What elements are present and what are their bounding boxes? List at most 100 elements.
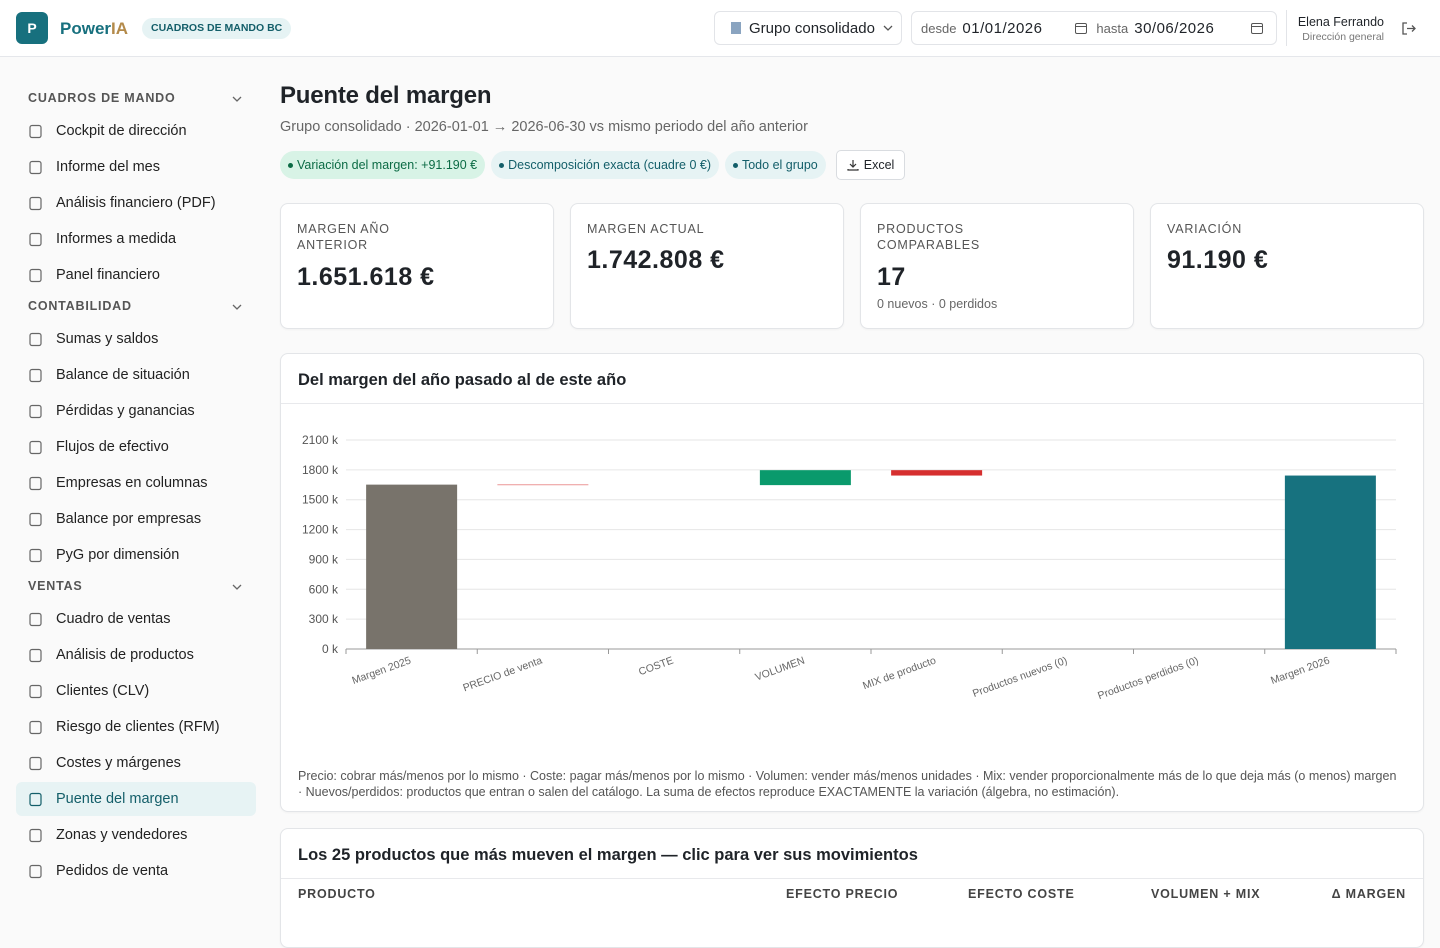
- icon-shape: [30, 334, 41, 346]
- nav-label: Pedidos de venta: [56, 863, 168, 879]
- nav-icon: [28, 648, 43, 663]
- download-path: [848, 160, 858, 170]
- nav-item[interactable]: Pérdidas y ganancias: [16, 394, 256, 428]
- nav-item[interactable]: Panel financiero: [16, 258, 256, 292]
- nav-icon: [28, 368, 43, 383]
- column-header: Δ MARGEN: [1332, 887, 1406, 901]
- group-select-text: Grupo consolidado: [749, 20, 875, 37]
- icon-shape: [30, 270, 41, 282]
- nav-label: Panel financiero: [56, 267, 160, 283]
- nav-label: Clientes (CLV): [56, 683, 149, 699]
- nav-item[interactable]: Zonas y vendedores: [16, 818, 256, 852]
- nav-item[interactable]: Análisis de productos: [16, 638, 256, 672]
- kpi-label: MARGEN ACTUAL: [587, 221, 727, 237]
- icon-shape: [30, 686, 41, 698]
- nav-label: Flujos de efectivo: [56, 439, 169, 455]
- from-label: desde: [921, 21, 956, 36]
- bar: [1285, 476, 1376, 649]
- nav-label: Cuadro de ventas: [56, 611, 170, 627]
- y-tick-label: 1500 k: [302, 493, 339, 507]
- nav-item[interactable]: Puente del margen: [16, 782, 256, 816]
- icon-shape: [30, 478, 41, 490]
- nav-item[interactable]: Empresas en columnas: [16, 466, 256, 500]
- user: Elena Ferrando Dirección general: [1298, 15, 1384, 43]
- to-date[interactable]: 30/06/2026: [1134, 20, 1250, 37]
- nav-icon: [28, 548, 43, 563]
- kpi-card: MARGEN ACTUAL 1.742.808 €: [570, 203, 844, 329]
- column-header: VOLUMEN + MIX: [1151, 887, 1260, 901]
- x-tick-label: Productos perdidos (0): [1096, 655, 1200, 703]
- nav-item[interactable]: Flujos de efectivo: [16, 430, 256, 464]
- x-tick-label: Productos nuevos (0): [971, 655, 1069, 700]
- chips: Variación del margen: +91.190 €Descompos…: [280, 150, 905, 180]
- kpi-label: MARGEN AÑO ANTERIOR: [297, 221, 437, 253]
- nav-item[interactable]: Informe del mes: [16, 150, 256, 184]
- calendar-icon: [1250, 21, 1264, 35]
- nav-item[interactable]: Sumas y saldos: [16, 322, 256, 356]
- nav-item[interactable]: Clientes (CLV): [16, 674, 256, 708]
- bar: [891, 470, 982, 475]
- chart-card: Del margen del año pasado al de este año…: [280, 353, 1424, 812]
- nav-label: Costes y márgenes: [56, 755, 181, 771]
- nav-item[interactable]: Cockpit de dirección: [16, 114, 256, 148]
- nav-item[interactable]: Análisis financiero (PDF): [16, 186, 256, 220]
- nav-item[interactable]: Balance por empresas: [16, 502, 256, 536]
- logout-button[interactable]: [1401, 21, 1416, 36]
- chip: Todo el grupo: [725, 151, 826, 179]
- icon-shape: [30, 722, 41, 734]
- nav-item[interactable]: Balance de situación: [16, 358, 256, 392]
- x-tick-label: Margen 2026: [1269, 654, 1331, 686]
- excel-button[interactable]: Excel: [836, 150, 906, 180]
- icon-shape: [30, 234, 41, 246]
- from-date[interactable]: 01/01/2026: [962, 20, 1074, 37]
- nav-icon: [28, 232, 43, 247]
- icon-shape: [30, 866, 41, 878]
- kpi-value: 1.651.618 €: [297, 263, 435, 292]
- chip-text: Variación del margen: +91.190 €: [297, 158, 477, 172]
- nav-icon: [28, 332, 43, 347]
- nav-icon: [28, 720, 43, 735]
- icon-shape: [30, 614, 41, 626]
- kpi-note: 0 nuevos · 0 perdidos: [877, 297, 997, 311]
- chevron: [232, 95, 242, 103]
- nav-item[interactable]: Pedidos de venta: [16, 854, 256, 888]
- page-title: Puente del margen: [280, 82, 491, 110]
- kpi-card: MARGEN AÑO ANTERIOR 1.651.618 €: [280, 203, 554, 329]
- nav-item[interactable]: Costes y márgenes: [16, 746, 256, 780]
- date-range[interactable]: desde 01/01/2026 hasta 30/06/2026: [911, 11, 1277, 45]
- icon-shape: [30, 126, 41, 138]
- nav-item[interactable]: PyG por dimensión: [16, 538, 256, 572]
- y-tick-label: 300 k: [309, 612, 339, 626]
- group-select[interactable]: Grupo consolidado: [714, 11, 902, 45]
- icon-shape: [30, 830, 41, 842]
- building-icon: [729, 21, 743, 35]
- chart-card-title: Del margen del año pasado al de este año: [298, 371, 626, 390]
- nav-icon: [28, 124, 43, 139]
- x-tick-label: COSTE: [637, 655, 675, 679]
- nav-label: Sumas y saldos: [56, 331, 158, 347]
- nav-icon: [28, 476, 43, 491]
- nav-label: Informes a medida: [56, 231, 176, 247]
- kpi-value: 1.742.808 €: [587, 246, 725, 275]
- brand-a: Power: [60, 19, 111, 38]
- y-tick-label: 600 k: [309, 582, 339, 596]
- nav-icon: [28, 612, 43, 627]
- nav-icon: [28, 756, 43, 771]
- nav-label: Riesgo de clientes (RFM): [56, 719, 220, 735]
- y-tick-label: 2100 k: [302, 433, 339, 447]
- nav-label: PyG por dimensión: [56, 547, 179, 563]
- kpi-value: 91.190 €: [1167, 246, 1268, 275]
- nav-item[interactable]: Cuadro de ventas: [16, 602, 256, 636]
- nav-label: Balance de situación: [56, 367, 190, 383]
- section-title: CONTABILIDAD: [28, 299, 132, 313]
- y-tick-label: 900 k: [309, 552, 339, 566]
- chip-dot: [288, 163, 293, 168]
- icon-shape: [30, 550, 41, 562]
- icon-shape: [30, 198, 41, 210]
- chip-text: Todo el grupo: [742, 158, 818, 172]
- nav-item[interactable]: Informes a medida: [16, 222, 256, 256]
- nav-label: Informe del mes: [56, 159, 160, 175]
- nav-item[interactable]: Riesgo de clientes (RFM): [16, 710, 256, 744]
